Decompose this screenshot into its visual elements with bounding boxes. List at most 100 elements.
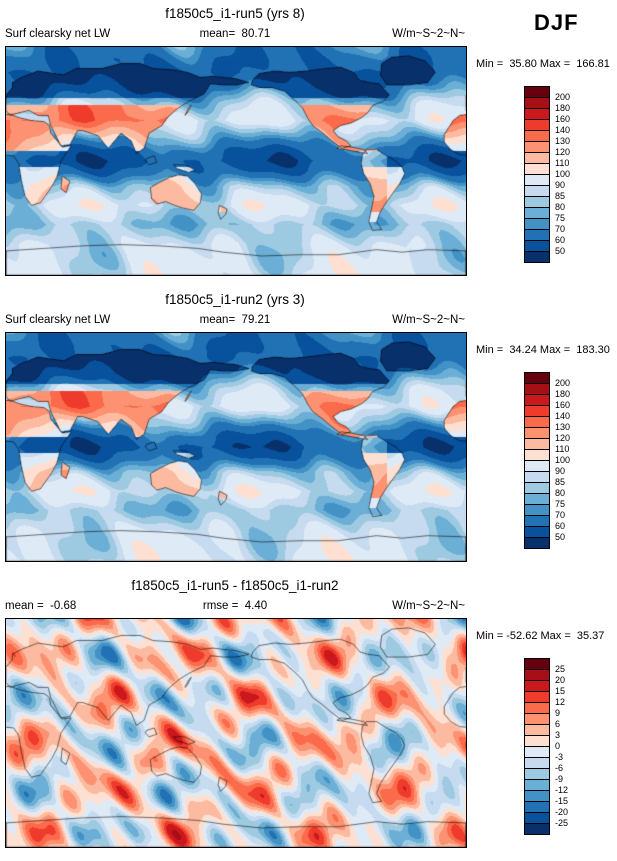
mean-label: mean = -0.68	[5, 600, 77, 612]
colorbar-cell	[525, 802, 549, 813]
colorbar-cell	[525, 109, 549, 120]
colorbar-tick-label: -20	[555, 807, 569, 817]
colorbar-cell	[525, 252, 549, 262]
season-label: DJF	[534, 10, 579, 35]
colorbar-tick-label: 90	[555, 180, 566, 190]
panel-title: f1850c5_i1-run5 - f1850c5_i1-run2	[131, 578, 339, 593]
colorbar-cell	[525, 208, 549, 219]
colorbar-cell	[525, 186, 549, 197]
colorbar-cell	[525, 736, 549, 747]
units-label: W/m~S~2~N~	[392, 28, 465, 40]
colorbar-tick-label: 130	[555, 136, 571, 146]
field-label: Surf clearsky net LW	[5, 314, 111, 326]
colorbar-tick-label: 100	[555, 169, 571, 179]
colorbar-cell	[525, 373, 549, 384]
colorbar-tick-label: 85	[555, 477, 566, 487]
colorbar-cell	[525, 450, 549, 461]
colorbar-tick-label: 160	[555, 400, 571, 410]
colorbar-tick-label: 180	[555, 389, 571, 399]
stats-row: mean = -0.68 rmse = 4.40 W/m~S~2~N~	[5, 600, 465, 614]
colorbar-cell	[525, 813, 549, 824]
colorbar-cell	[525, 516, 549, 527]
field-label: Surf clearsky net LW	[5, 28, 111, 40]
colorbar-cell	[525, 131, 549, 142]
colorbar-cell	[525, 824, 549, 834]
colorbar-cell	[525, 164, 549, 175]
colorbar-cell	[525, 505, 549, 516]
colorbar-tick-label: -3	[555, 752, 564, 762]
colorbar-cell	[525, 483, 549, 494]
colorbar-cell	[525, 714, 549, 725]
colorbar-difference: 25 20 15 12 9 6 3 0 -3 -6 -9 -12 -15 -20 -25	[524, 658, 568, 835]
colorbar-cell	[525, 791, 549, 802]
colorbar-cell	[525, 494, 549, 505]
colorbar-tick-label: 25	[555, 664, 566, 674]
colorbar-tick-label: 110	[555, 444, 570, 454]
colorbar-tick-label: 3	[555, 730, 561, 740]
colorbar-tick-label: 160	[555, 114, 571, 124]
colorbar-tick-label: 180	[555, 103, 571, 113]
colorbar-cell	[525, 747, 549, 758]
colorbar-tick-label: 70	[555, 224, 566, 234]
colorbar-tick-label: 100	[555, 455, 571, 465]
legend-column: Min = 34.24 Max = 183.30 200 180 160 140 130…	[476, 344, 616, 549]
colorbar-cell	[525, 527, 549, 538]
colorbar-tick-label: 0	[555, 741, 561, 751]
map-canvas-run2	[5, 332, 467, 562]
colorbar-tick-label: -12	[555, 785, 569, 795]
colorbar-tick-label: 6	[555, 719, 561, 729]
minmax-label: Min = 34.24 Max = 183.30	[476, 344, 610, 356]
colorbar-cell	[525, 384, 549, 395]
colorbar-cell	[525, 153, 549, 164]
colorbar-cell	[525, 197, 549, 208]
colorbar-tick-label: 60	[555, 521, 566, 531]
rmse-label: rmse = 4.40	[202, 600, 268, 612]
colorbar-tick-label: 120	[555, 433, 571, 443]
colorbar-tick-label: -25	[555, 818, 569, 828]
colorbar-tick-label: 80	[555, 488, 566, 498]
colorbar-tick-label: 90	[555, 466, 566, 476]
colorbar-cell	[525, 681, 549, 692]
colorbar-cell	[525, 230, 549, 241]
colorbar-tick-label: 130	[555, 422, 571, 432]
panel-difference: f1850c5_i1-run5 - f1850c5_i1-run2 mean =…	[0, 574, 617, 860]
legend-column: Min = 35.80 Max = 166.81 200 180 160 140 130…	[476, 58, 616, 263]
units-label: W/m~S~2~N~	[392, 314, 465, 326]
colorbar-tick-label: 120	[555, 147, 571, 157]
panel-title: f1850c5_i1-run2 (yrs 3)	[165, 292, 305, 307]
colorbar-cell	[525, 241, 549, 252]
colorbar-cell	[525, 175, 549, 186]
legend-column: Min = -52.62 Max = 35.37 25 20 15 12 9 6 3 0 -3-…	[476, 630, 616, 835]
colorbar-tick-label: 75	[555, 499, 566, 509]
colorbar-run5: 200 180 160 140 130 120 110 100 90 85 80 75 70 60 50	[524, 86, 570, 263]
colorbar-tick-label: 9	[555, 708, 561, 718]
colorbar-tick-label: 12	[555, 697, 566, 707]
colorbar-tick-label: -15	[555, 796, 569, 806]
colorbar-cell	[525, 417, 549, 428]
colorbar-cell	[525, 439, 549, 450]
colorbar-tick-label: 70	[555, 510, 566, 520]
mean-label: mean= 80.71	[199, 28, 271, 40]
colorbar-tick-label: 200	[555, 92, 571, 102]
colorbar-cell	[525, 769, 549, 780]
colorbar-cell	[525, 472, 549, 483]
colorbar-cell	[525, 120, 549, 131]
map-canvas-difference	[5, 618, 467, 848]
colorbar-tick-label: -9	[555, 774, 564, 784]
colorbar-cell	[525, 87, 549, 98]
colorbar-tick-label: 85	[555, 191, 566, 201]
colorbar-tick-label: 80	[555, 202, 566, 212]
minmax-label: Min = 35.80 Max = 166.81	[476, 58, 610, 70]
colorbar-tick-label: 75	[555, 213, 566, 223]
map-canvas-run5	[5, 46, 467, 276]
colorbar-tick-label: 200	[555, 378, 571, 388]
mean-label: mean= 79.21	[199, 314, 271, 326]
colorbar-tick-label: 60	[555, 235, 566, 245]
colorbar-cell	[525, 98, 549, 109]
colorbar-cell	[525, 428, 549, 439]
panel-run5: f1850c5_i1-run5 (yrs 8) Surf clearsky ne…	[0, 2, 617, 288]
colorbar-cell	[525, 659, 549, 670]
colorbar-cell	[525, 780, 549, 791]
colorbar-tick-label: 140	[555, 125, 571, 135]
